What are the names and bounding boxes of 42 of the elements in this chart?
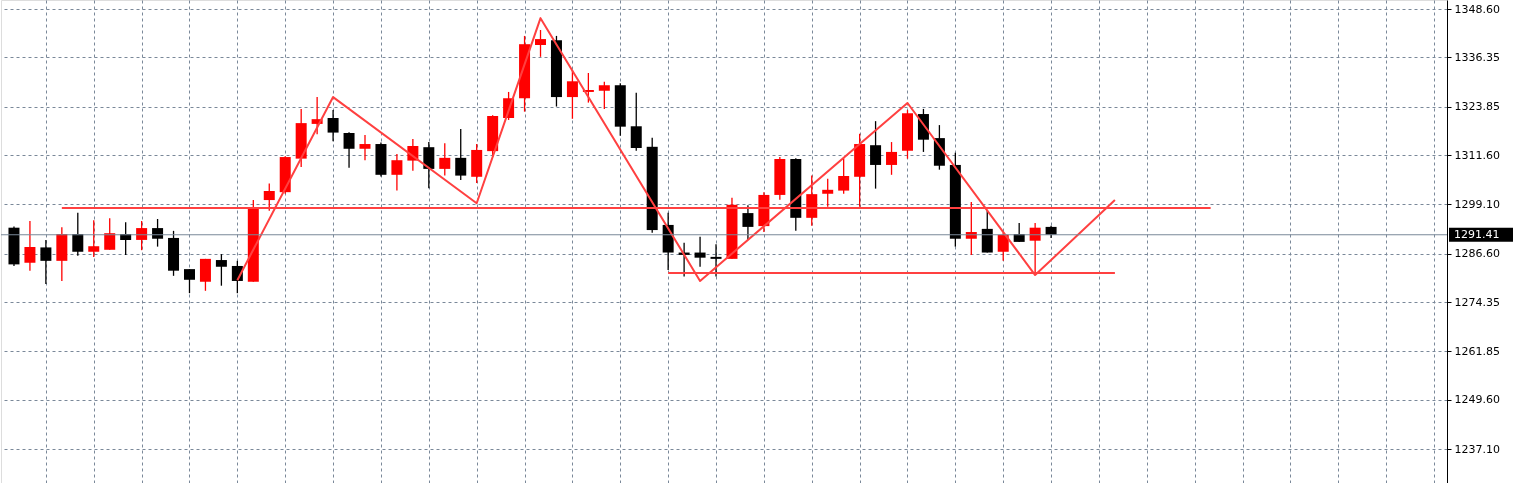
candlestick: [838, 157, 850, 195]
candlestick: [806, 174, 818, 227]
candlestick: [598, 81, 610, 110]
candlestick: [455, 128, 467, 181]
candlestick: [183, 268, 195, 294]
candlestick: [359, 134, 371, 161]
candlestick: [391, 153, 403, 192]
candlestick: [535, 29, 547, 58]
candlestick: [630, 92, 642, 152]
candlestick: [886, 141, 898, 176]
candlestick: [136, 220, 148, 251]
y-tick-label: 1311.60: [1454, 148, 1500, 162]
y-tick-label: 1274.35: [1454, 295, 1500, 309]
candlestick: [88, 219, 100, 258]
candlestick: [742, 204, 754, 241]
candlestick: [199, 258, 211, 292]
candlestick: [343, 131, 355, 169]
candlestick: [423, 141, 435, 189]
candlestick: [694, 236, 706, 268]
candlestick: [215, 253, 227, 287]
y-tick-label: 1286.60: [1454, 247, 1500, 261]
y-tick-label: 1336.35: [1454, 50, 1500, 64]
candlestick: [710, 243, 722, 278]
candlestick: [40, 239, 52, 285]
candlestick: [870, 120, 882, 190]
candlestick: [104, 217, 116, 251]
y-tick-label: 1323.85: [1454, 100, 1500, 114]
y-tick-label: 1261.85: [1454, 344, 1500, 358]
y-tick-label: 1237.10: [1454, 442, 1500, 456]
candlestick: [263, 182, 275, 212]
ref-line-label: 1291.41: [1454, 227, 1500, 241]
candlestick: [152, 218, 164, 248]
candlestick: [822, 178, 834, 208]
candlestick: [327, 109, 339, 142]
candlestick: [72, 212, 84, 257]
y-tick-label: 1299.10: [1454, 197, 1500, 211]
candlestick: [24, 220, 36, 272]
candlestick: [1029, 222, 1041, 273]
y-tick-label: 1348.60: [1454, 2, 1500, 16]
candlestick: [997, 232, 1009, 262]
candlestick: [439, 142, 451, 177]
y-tick-label: 1249.60: [1454, 393, 1500, 407]
